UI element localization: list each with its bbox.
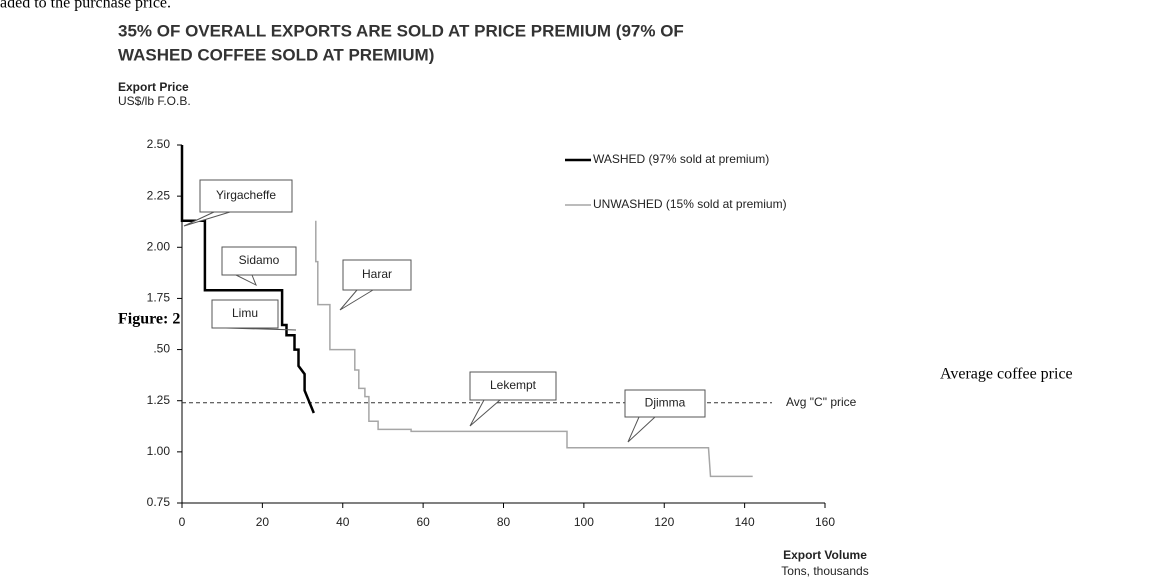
reference-label: Avg "C" price [786,395,857,409]
x-tick-label: 60 [416,515,430,529]
x-tick-label: 40 [336,515,350,529]
callout-box [211,299,297,331]
callout-box [339,259,412,311]
x-tick-label: 160 [815,515,835,529]
y-tick-label: 1.25 [147,393,171,407]
chart-title: WASHED COFFEE SOLD AT PREMIUM) [118,45,434,64]
y-tick-label: 2.25 [147,188,171,202]
data-line [315,220,753,478]
callout-box [469,371,557,427]
x-tick-label: 80 [497,515,511,529]
y-tick-label: 2.00 [147,239,171,253]
x-tick-label: 120 [654,515,674,529]
callout-label: Djimma [645,396,686,410]
callout-label: Yirgacheffe [216,188,276,202]
x-tick-label: 100 [574,515,594,529]
y-tick-label: 1.75 [147,291,171,305]
top-text: aded to the purchase price. [0,0,171,12]
x-axis-label: Export Volume [783,548,867,562]
y-axis-label: Export Price [118,80,189,94]
x-tick-label: 0 [179,515,186,529]
x-axis-unit: Tons, thousands [781,564,868,578]
y-axis-unit: US$/lb F.O.B. [118,94,191,108]
callout-box [183,179,293,227]
data-line [180,145,315,414]
callout-label: Lekempt [490,378,537,392]
legend-label: UNWASHED (15% sold at premium) [593,197,787,211]
figure-label: Figure: 2 [118,311,180,328]
y-tick-label: 0.75 [147,495,171,509]
x-tick-label: 20 [256,515,270,529]
x-tick-label: 140 [735,515,755,529]
legend-label: WASHED (97% sold at premium) [593,152,769,166]
callout-label: Harar [362,267,392,281]
callout-label: Limu [232,306,258,320]
callout-box [624,389,706,443]
callout-box [221,246,297,287]
chart-title: 35% OF OVERALL EXPORTS ARE SOLD AT PRICE… [118,21,684,40]
y-tick-label: 2.50 [147,137,171,151]
callout-label: Sidamo [239,253,280,267]
side-note: Average coffee price [940,366,1073,383]
y-tick-label: .50 [153,342,170,356]
y-tick-label: 1.00 [147,444,171,458]
